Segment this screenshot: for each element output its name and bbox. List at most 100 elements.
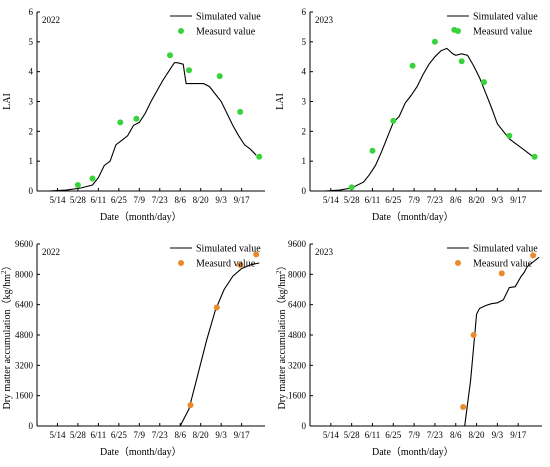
y-axis-title-superscript: 2	[0, 270, 8, 274]
x-tick-label: 9/17	[234, 195, 251, 205]
y-axis-title-end: ）	[276, 260, 288, 270]
x-tick-label: 8/20	[469, 195, 486, 205]
measured-point	[481, 79, 487, 86]
x-tick-label: 7/9	[408, 195, 420, 205]
x-axis-title: Date（month/day）	[372, 446, 454, 458]
chart-panel-4: 0 1600 3200 4800 6400 8000 9600 5/14 5/28 6/11 6/2…	[275, 239, 542, 458]
y-tick-label: 3200	[15, 360, 34, 370]
legend-label-measured: Measurd value	[473, 27, 533, 38]
measured-point	[498, 270, 505, 277]
y-tick-label: 0	[302, 421, 307, 431]
y-tick-label: 9600	[288, 239, 307, 249]
y-axis-title: Dry matter accumulation（kg/hm2）	[275, 260, 288, 409]
simulated-series-line	[48, 62, 257, 192]
x-tick-label: 9/3	[492, 195, 504, 205]
measured-point	[167, 52, 173, 59]
measured-point	[531, 153, 538, 160]
y-tick-label: 3200	[288, 360, 307, 370]
x-tick-label: 5/28	[70, 430, 87, 440]
y-tick-label: 1600	[15, 391, 34, 401]
x-tick-label: 6/25	[111, 195, 128, 205]
y-tick-label: 3	[302, 97, 307, 107]
x-tick-label: 7/9	[134, 195, 146, 205]
chart-panel-2: 0 1 2 3 4 5 6 5/14 5/28 6/11 6/25 7/9 7/23 8/6 8/20 9/3…	[275, 7, 542, 223]
x-axis-title: Date（month/day）	[372, 211, 454, 223]
x-tick-label: 8/6	[450, 195, 462, 205]
measured-point	[458, 58, 465, 65]
legend-point-swatch	[455, 260, 461, 266]
measured-point	[187, 402, 194, 409]
measured-point	[74, 182, 81, 188]
x-tick-label: 9/17	[234, 430, 251, 440]
x-tick-label: 8/20	[469, 430, 486, 440]
simulated-series-line	[464, 256, 540, 427]
year-label: 2022	[42, 247, 60, 257]
x-tick-label: 8/6	[174, 430, 186, 440]
y-tick-label: 0	[302, 186, 307, 196]
x-tick-label: 9/3	[492, 430, 504, 440]
measured-point	[133, 115, 140, 122]
x-tick-label: 5/14	[323, 195, 340, 205]
year-label: 2023	[315, 15, 334, 25]
legend-label-measured: Measurd value	[473, 259, 533, 270]
measured-point	[348, 184, 355, 191]
y-tick-label: 4800	[15, 330, 34, 340]
measured-point	[390, 117, 397, 124]
y-tick-label: 0	[29, 421, 34, 431]
measured-point	[470, 332, 477, 338]
y-axis-title-superscript: 2	[275, 270, 283, 274]
measured-point	[89, 175, 96, 182]
measured-point	[369, 147, 376, 154]
legend-point-swatch	[178, 260, 184, 266]
y-axis-title-end: ）	[1, 260, 13, 270]
measured-point	[216, 73, 223, 80]
measured-point	[460, 404, 467, 410]
y-axis-title: Dry matter accumulation（kg/hm2）	[0, 260, 13, 409]
legend-label-simulated: Simulated value	[196, 12, 261, 23]
x-tick-label: 7/9	[408, 430, 420, 440]
simulated-series-line	[179, 262, 260, 427]
x-tick-label: 7/23	[152, 195, 169, 205]
y-tick-label: 1600	[288, 391, 307, 401]
x-tick-label: 6/11	[91, 195, 107, 205]
x-tick-label: 9/17	[510, 430, 527, 440]
x-tick-label: 6/11	[91, 430, 107, 440]
measured-point	[237, 261, 244, 268]
legend-label-measured: Measurd value	[196, 27, 256, 38]
year-label: 2022	[42, 15, 60, 25]
x-tick-label: 5/14	[49, 195, 66, 205]
y-tick-label: 6	[29, 7, 34, 17]
y-tick-label: 1	[302, 156, 307, 166]
measured-point	[117, 119, 124, 126]
chart-panel-1: 0 1 2 3 4 5 6 5/14 5/28 6/11 6/25 7/9 7/23 8/6 8/20 9/3…	[2, 7, 265, 223]
y-tick-label: 3	[29, 97, 34, 107]
x-tick-label: 8/6	[450, 430, 462, 440]
y-tick-label: 2	[29, 126, 34, 136]
y-tick-label: 1	[29, 156, 34, 166]
y-axis-title: LAI	[275, 93, 286, 110]
x-tick-label: 6/25	[385, 430, 402, 440]
x-tick-label: 9/3	[215, 430, 227, 440]
x-tick-label: 5/28	[344, 195, 361, 205]
x-axis-title: Date（month/day）	[100, 211, 182, 223]
x-axis-title: Date（month/day）	[100, 446, 182, 458]
x-tick-label: 7/9	[134, 430, 146, 440]
measured-point	[256, 153, 263, 160]
x-tick-label: 6/25	[385, 195, 402, 205]
simulated-series-line	[324, 47, 534, 192]
measured-point	[409, 62, 416, 69]
measured-point	[431, 38, 438, 45]
measured-point	[530, 252, 537, 259]
x-tick-label: 7/23	[152, 430, 169, 440]
y-tick-label: 0	[29, 186, 34, 196]
measured-point	[237, 108, 244, 115]
year-label: 2023	[315, 247, 334, 257]
y-tick-label: 8000	[15, 269, 34, 279]
y-tick-label: 9600	[15, 239, 34, 249]
y-tick-label: 4	[302, 67, 307, 77]
y-tick-label: 4800	[288, 330, 307, 340]
y-axis-title-main: Dry matter accumulation（kg/hm	[276, 274, 288, 410]
y-tick-label: 2	[302, 126, 307, 136]
